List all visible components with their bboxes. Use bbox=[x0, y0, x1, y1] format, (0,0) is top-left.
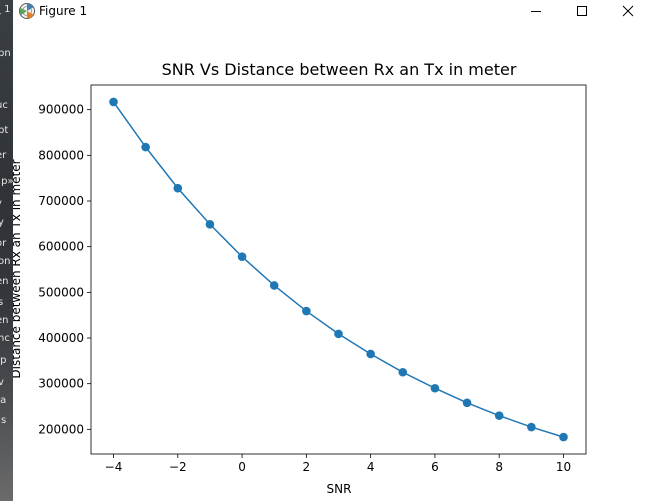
x-tick-label: 10 bbox=[556, 460, 571, 474]
background-text-fragment: er bbox=[0, 150, 7, 161]
figure-window: Figure 1 SNR Vs Distance between Rx an T… bbox=[13, 0, 651, 501]
background-text-fragment: Js bbox=[0, 415, 7, 426]
x-tick-label: 8 bbox=[495, 460, 503, 474]
figure-canvas: SNR Vs Distance between Rx an Tx in mete… bbox=[13, 60, 587, 496]
y-tick-label: 300000 bbox=[38, 377, 84, 391]
data-point bbox=[430, 383, 440, 393]
background-text-fragment: en bbox=[0, 315, 9, 326]
data-point bbox=[527, 422, 536, 432]
y-tick-label: 200000 bbox=[38, 422, 84, 436]
background-text-fragment: nc bbox=[0, 333, 10, 344]
minimize-button[interactable] bbox=[513, 0, 559, 22]
background-text-fragment: y bbox=[0, 217, 4, 228]
x-tick-label: 4 bbox=[367, 460, 375, 474]
background-window-strip: _ 1 bn uc pt er .p» yy or on en s en nc rp v ra Js bbox=[0, 0, 13, 501]
data-point bbox=[109, 97, 118, 107]
matplotlib-app-icon bbox=[19, 3, 35, 19]
minimize-icon bbox=[531, 11, 541, 12]
background-text-fragment: rp bbox=[0, 355, 7, 366]
data-point bbox=[237, 252, 247, 262]
x-tick-label: −2 bbox=[169, 460, 187, 474]
chart-title: SNR Vs Distance between Rx an Tx in mete… bbox=[162, 60, 517, 79]
background-text-fragment: s bbox=[0, 297, 4, 308]
background-text-fragment: ra bbox=[0, 395, 7, 406]
plot-area: −4 −2 0 2 4 6 8 10 200000 300000 400000 500000 60000… bbox=[38, 84, 587, 474]
data-point bbox=[141, 142, 150, 152]
background-text-fragment: .p» bbox=[0, 176, 13, 187]
y-tick-label: 900000 bbox=[38, 103, 84, 117]
background-text-fragment: en bbox=[0, 276, 9, 287]
window-title: Figure 1 bbox=[39, 4, 88, 18]
x-axis-label: SNR bbox=[327, 482, 352, 496]
maximize-icon bbox=[577, 6, 587, 16]
y-tick-label: 700000 bbox=[38, 194, 84, 208]
data-point bbox=[559, 432, 568, 442]
x-tick-label: 2 bbox=[303, 460, 311, 474]
background-text-fragment: or bbox=[0, 238, 7, 249]
y-tick-label: 400000 bbox=[38, 331, 84, 345]
close-button[interactable] bbox=[605, 0, 651, 22]
series-line bbox=[112, 101, 564, 438]
background-text-fragment: bn bbox=[0, 48, 11, 59]
y-axis-label: Distance between Rx an Tx in meter bbox=[13, 159, 23, 378]
x-tick-label: 0 bbox=[238, 460, 246, 474]
background-text-fragment: on bbox=[0, 256, 11, 267]
axes-frame bbox=[90, 84, 587, 455]
background-text-fragment: y bbox=[0, 198, 2, 209]
x-tick-label: −4 bbox=[105, 460, 123, 474]
data-point bbox=[462, 398, 472, 408]
y-tick-label: 600000 bbox=[38, 240, 84, 254]
background-text-fragment: pt bbox=[0, 125, 9, 136]
data-point bbox=[269, 281, 279, 290]
title-bar[interactable]: Figure 1 bbox=[13, 0, 651, 22]
close-icon bbox=[622, 5, 634, 17]
data-point bbox=[398, 367, 408, 377]
data-point bbox=[205, 219, 215, 229]
data-point bbox=[366, 349, 375, 359]
maximize-button[interactable] bbox=[559, 0, 605, 22]
x-tick-label: 6 bbox=[431, 460, 439, 474]
data-point bbox=[173, 183, 183, 193]
data-point bbox=[302, 306, 311, 316]
data-point bbox=[334, 329, 343, 339]
background-text-fragment: uc bbox=[0, 100, 8, 111]
data-point bbox=[494, 411, 504, 420]
background-text-fragment: v bbox=[0, 377, 4, 388]
y-tick-label: 800000 bbox=[38, 148, 84, 162]
y-tick-label: 500000 bbox=[38, 285, 84, 299]
background-text-fragment: _ 1 bbox=[0, 4, 11, 15]
